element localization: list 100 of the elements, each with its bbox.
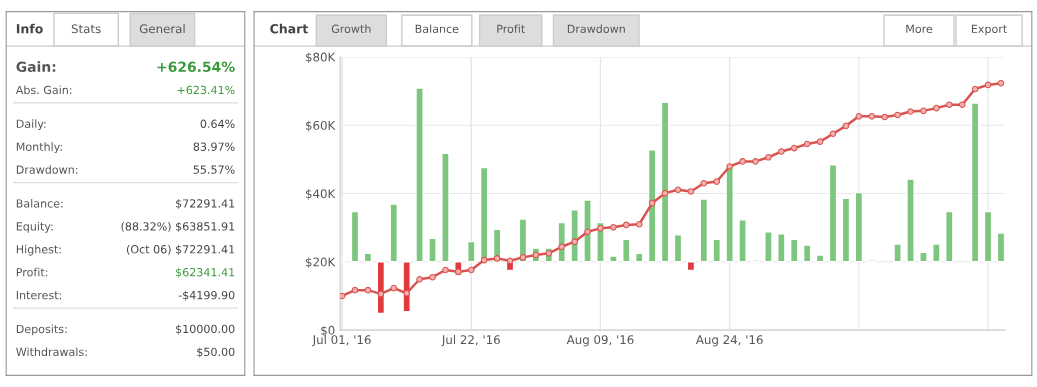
point [920,107,927,115]
point [351,286,359,294]
text: +623.41% [177,85,235,95]
point [416,275,423,283]
text: Equity: [16,221,53,233]
point [933,104,940,112]
bar [906,178,915,263]
point [610,224,617,231]
bar [479,166,489,263]
point [442,266,449,274]
point [997,79,1005,87]
text: $72291.41 [176,199,235,210]
bar [712,238,721,263]
point [816,138,824,145]
point [907,108,914,115]
bar [725,165,734,263]
text: Daily: [16,119,46,131]
text: Abs. Gain: [15,85,72,95]
point [803,140,811,148]
text: Monthly: [16,142,62,154]
point [480,256,488,264]
text: Profit [497,24,525,34]
bar [854,191,864,263]
x-tick-label: Aug 24, '16 [695,335,763,347]
point [855,113,863,120]
text: General [139,24,185,34]
point [390,284,398,292]
text: Balance [415,24,459,34]
text: (Oct 06) $72291.41 [126,244,235,255]
point [403,289,410,297]
text: Deposits: [16,324,67,336]
text: 83.97% [193,142,235,151]
point [765,154,772,161]
point [687,188,695,195]
point [674,186,682,194]
text: Gain: [16,61,56,73]
bar [815,254,825,263]
bar [841,197,851,263]
text: Profit: [16,267,48,277]
bar [622,238,631,263]
text: 0.64% [200,119,235,128]
y-tick-label: $40K [305,189,336,200]
bar [389,203,399,263]
y-tick-label: $80K [305,52,336,64]
point [778,148,785,155]
text: $62341.41 [176,267,235,278]
text: $10000.00 [176,324,235,335]
bar [441,152,450,263]
text: Growth [331,24,371,34]
text: Highest: [16,244,61,256]
point [661,189,669,197]
text: $50.00 [197,347,235,358]
point [790,144,798,152]
bar [686,261,696,272]
bar [777,233,786,263]
point [971,85,979,93]
text: Drawdown: [16,165,78,174]
y-tick-label: $0 [321,325,335,337]
bar [828,164,838,263]
point [377,290,385,298]
point [894,111,901,119]
bar [673,234,683,263]
text: -$4199.90 [178,290,235,301]
point [467,266,475,274]
bar [428,237,437,263]
point [558,243,566,251]
point [506,257,514,265]
point [648,199,656,207]
point [881,113,888,121]
y-tick-label: $20K [305,257,336,269]
text: (88.32%) $63851.91 [121,221,235,233]
text: Export [971,24,1007,36]
text: Stats [71,24,101,34]
point [429,273,436,281]
bar [699,198,709,263]
text: 55.57% [193,165,235,174]
bar [919,251,928,263]
point [519,254,527,261]
bar [893,243,902,263]
point [635,220,643,228]
chart-title: Chart [270,23,308,34]
text: Interest: [16,291,62,300]
text: +626.54% [157,61,235,73]
bar [350,210,360,263]
x-tick-label: Jul 01, '16 [312,334,371,347]
bar [802,244,812,263]
point [752,158,759,165]
point [700,179,708,187]
point [584,228,591,236]
text: More [906,24,933,34]
point [623,221,630,229]
bar [647,149,657,263]
point [726,163,733,170]
point [739,158,746,165]
bar [738,219,747,263]
text: Info [16,23,43,34]
point [842,122,850,130]
x-tick-label: Aug 09, '16 [566,335,634,347]
bar [945,210,954,263]
y-tick-label: $60K [305,120,336,132]
